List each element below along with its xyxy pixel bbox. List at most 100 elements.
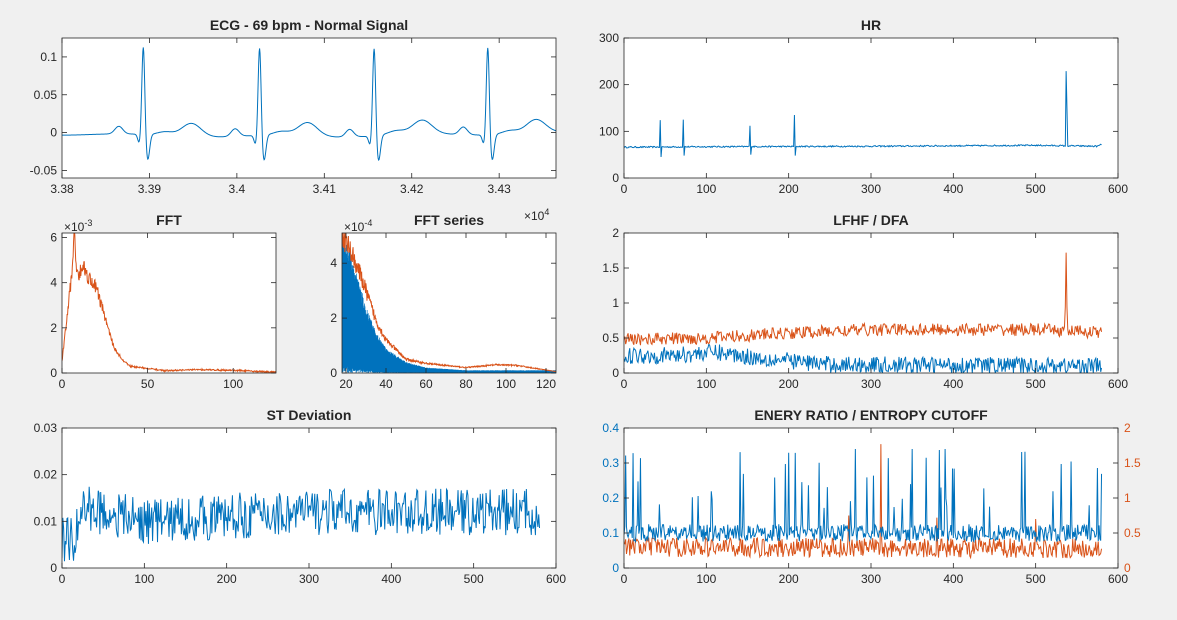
x-tick-label: 400 [381,572,401,586]
x-tick-label: 300 [861,572,881,586]
series-line-lfhf-0 [624,342,1103,373]
x-tick-label: 200 [779,182,799,196]
x-tick-label: 0 [59,572,66,586]
x-tick-label: 100 [696,377,716,391]
x-tick-label: 600 [1108,377,1128,391]
chart-title: ENERY RATIO / ENTROPY CUTOFF [754,407,988,423]
x-tick-label: 500 [464,572,484,586]
y-tick-label: 2 [50,321,57,335]
series-line-ecg-0 [62,47,556,162]
x-tick-label: 120 [536,377,556,391]
chart-title: ECG - 69 bpm - Normal Signal [210,17,408,33]
x-tick-label: 0 [59,377,66,391]
plot-area [62,38,556,178]
x-tick-label: 400 [943,572,963,586]
y2-tick-label: 0.5 [1124,526,1141,540]
y-tick-label: 0.3 [602,456,619,470]
y-tick-label: 2 [612,226,619,240]
x-tick-label: 3.38 [50,182,74,196]
y-tick-label: 0 [50,366,57,380]
x-tick-label: 200 [779,377,799,391]
x-tick-label: 300 [861,182,881,196]
x-tick-label: 0 [621,377,628,391]
chart-title: ST Deviation [267,407,352,423]
x-tick-label: 600 [546,572,566,586]
y2-tick-label: 1 [1124,491,1131,505]
x-tick-label: 200 [217,572,237,586]
y-exponent-label: ×10-4 [344,218,372,234]
x-tick-label: 300 [861,377,881,391]
chart-energy: 0 100 200 300 400 500 60000.10.20.30.400.511.5… [602,407,1141,586]
x-tick-label: 3.39 [138,182,162,196]
x-tick-label: 3.42 [400,182,424,196]
x-tick-label: 40 [379,377,393,391]
y-tick-label: 0 [612,366,619,380]
y-tick-label: 0 [330,366,337,380]
x-tick-label: 3.41 [313,182,337,196]
y-tick-label: 2 [330,311,337,325]
x-tick-label: 100 [223,377,243,391]
x-tick-label: 0 [621,182,628,196]
x-tick-label: 80 [459,377,473,391]
x-tick-label: 400 [943,377,963,391]
x-tick-label: 500 [1026,182,1046,196]
series-line-lfhf-1 [624,252,1103,346]
chart-title: HR [861,17,881,33]
y-tick-label: 6 [50,231,57,245]
x-tick-label: 100 [696,182,716,196]
x-tick-label: 100 [496,377,516,391]
y-tick-label: 1 [612,296,619,310]
x-tick-label: 100 [696,572,716,586]
series-line-fftseries-0 [342,235,556,373]
y-exponent-label: ×10-3 [64,218,92,234]
x-tick-label: 400 [943,182,963,196]
y-tick-label: 100 [599,124,619,138]
chart-title: FFT series [414,212,484,228]
y-tick-label: 0.03 [34,421,58,435]
y-tick-label: 0.1 [602,526,619,540]
y2-tick-label: 0 [1124,561,1131,575]
x-tick-label: 300 [299,572,319,586]
chart-ecg: 3.38 3.39 3.4 3.41 3.42 3.43 -0.05 0 0.05 0.1 ECG … [30,17,557,196]
axes-box [61,232,277,374]
chart-fftseries: 20 40 60 80 100 120 0 2 4 ×10-4 ×104 FFT series [330,207,557,391]
series-line-fftseries-1 [342,233,556,373]
chart-hr: 0 100 200 300 400 500 600 0 100 200 300 HR [599,17,1128,196]
chart-st: 0 100 200 300 400 500 600 0 0.01 0.02 0.03 ST Devia… [34,407,567,586]
axes-box [61,37,557,179]
y-tick-label: 0 [50,561,57,575]
y-tick-label: 300 [599,31,619,45]
x-tick-label: 100 [134,572,154,586]
x-tick-label: 60 [419,377,433,391]
y-tick-label: 4 [330,256,337,270]
x-tick-label: 500 [1026,377,1046,391]
y-tick-label: 0 [50,126,57,140]
y2-tick-label: 1.5 [1124,456,1141,470]
x-tick-label: 3.4 [229,182,246,196]
chart-title: FFT [156,212,182,228]
x-tick-label: 200 [779,572,799,586]
y-tick-label: 1.5 [602,261,619,275]
x-tick-label: 0 [621,572,628,586]
x-exponent-label: ×104 [524,207,549,223]
axes-box [341,232,557,374]
y-tick-label: 0.2 [602,491,619,505]
series-line-hr-0 [624,71,1102,158]
y-tick-label: 0.1 [40,50,57,64]
chart-title: LFHF / DFA [833,212,908,228]
series-line-st-0 [62,486,541,562]
y-tick-label: 4 [50,276,57,290]
y-tick-label: 0.5 [602,331,619,345]
series-line-energy-0 [624,444,1103,560]
plot-area [624,233,1118,373]
series-line-fft-0 [62,233,276,373]
x-tick-label: 600 [1108,572,1128,586]
y2-tick-label: 2 [1124,421,1131,435]
y-tick-label: -0.05 [30,163,58,177]
y-tick-label: 200 [599,78,619,92]
y-tick-label: 0.4 [602,421,619,435]
x-tick-label: 600 [1108,182,1128,196]
y-tick-label: 0.05 [34,88,58,102]
x-tick-label: 50 [141,377,155,391]
